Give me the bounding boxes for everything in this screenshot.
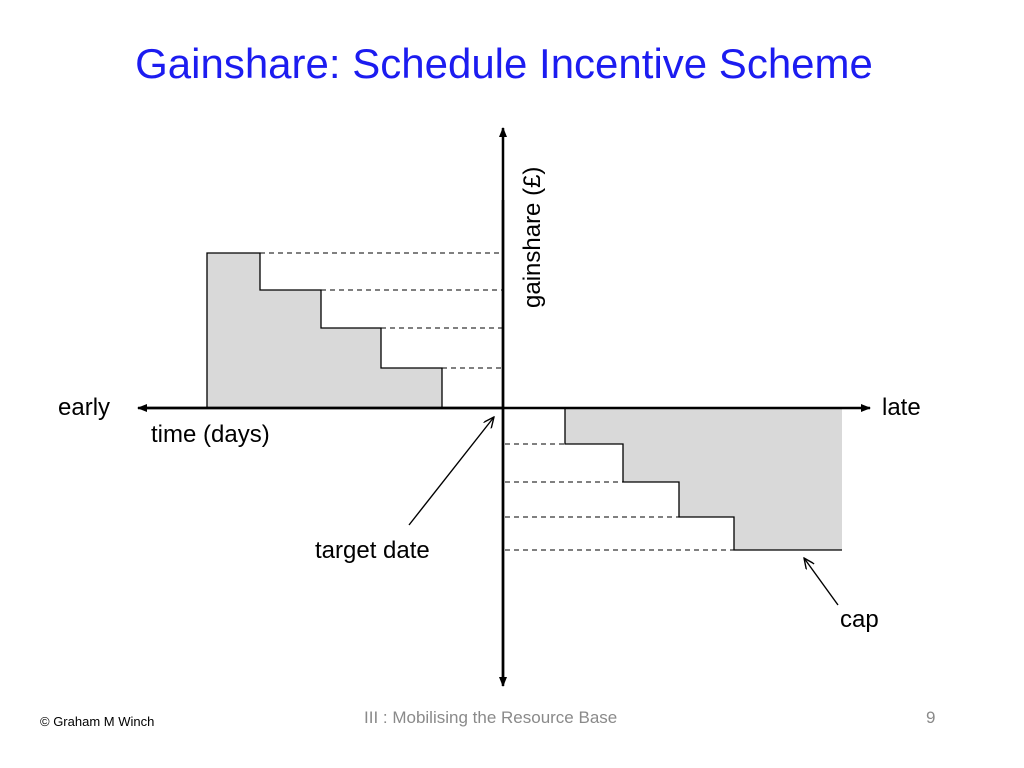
upper-dashed-guides [260, 252, 503, 369]
target-date-label: target date [315, 537, 430, 564]
section-footer: III : Mobilising the Resource Base [364, 708, 618, 727]
y-axis-label: gainshare (£) [519, 167, 546, 308]
cap-arrow [804, 558, 839, 606]
late-label: late [882, 394, 921, 421]
early-gain-staircase [206, 252, 443, 409]
cap-label: cap [840, 606, 879, 633]
late-pain-staircase [565, 408, 842, 550]
late-staircase-edge [564, 408, 842, 551]
lower-dashed-guides [505, 443, 734, 551]
target-date-arrow [408, 417, 494, 526]
x-axis-label: time (days) [151, 421, 270, 448]
copyright-footer: © Graham M Winch [40, 714, 155, 729]
slide-title: Gainshare: Schedule Incentive Scheme [135, 40, 873, 87]
early-label: early [58, 394, 111, 421]
page-number: 9 [926, 708, 936, 727]
